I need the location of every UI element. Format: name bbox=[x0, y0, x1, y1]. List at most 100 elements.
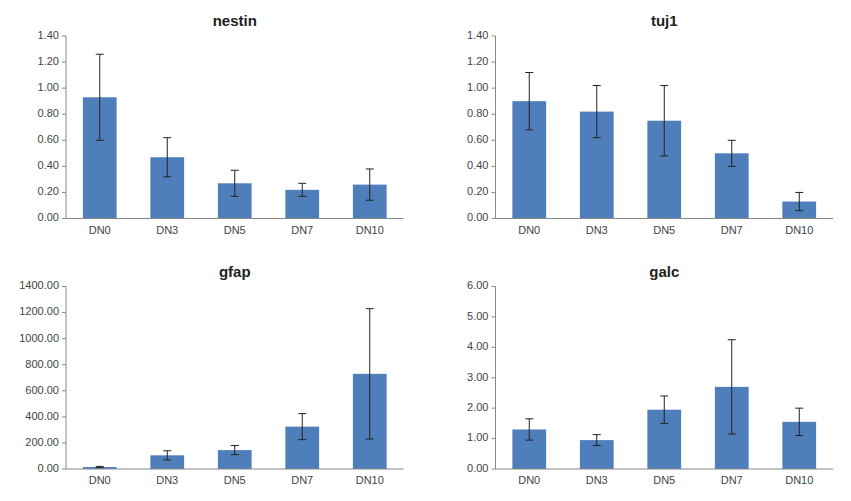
y-tick-label: 0.20 bbox=[38, 185, 59, 197]
error-bar bbox=[96, 54, 104, 140]
x-tick-label: DN3 bbox=[586, 224, 608, 236]
y-tick-label: 0.00 bbox=[38, 462, 59, 474]
y-tick bbox=[62, 364, 66, 365]
chart-title: gfap bbox=[219, 263, 251, 280]
plot-area bbox=[512, 73, 816, 219]
panel: galc0.001.002.003.004.005.006.00DN0DN3DN… bbox=[467, 263, 833, 487]
x-tick-label: DN3 bbox=[156, 474, 178, 486]
error-bar bbox=[231, 446, 239, 455]
y-tick bbox=[62, 416, 66, 417]
y-tick bbox=[492, 438, 496, 439]
y-tick bbox=[62, 140, 66, 141]
y-tick bbox=[62, 218, 66, 219]
x-axis bbox=[496, 218, 834, 219]
x-axis bbox=[496, 469, 834, 470]
y-tick-label: 0.40 bbox=[467, 159, 488, 171]
y-tick bbox=[492, 166, 496, 167]
error-bar bbox=[593, 435, 601, 446]
y-tick-label: 800.00 bbox=[25, 358, 59, 370]
x-tick-label: DN0 bbox=[518, 474, 540, 486]
x-tick-label: DN0 bbox=[89, 474, 111, 486]
x-tick-label: DN10 bbox=[356, 224, 384, 236]
y-tick bbox=[492, 469, 496, 470]
plot-area bbox=[512, 340, 816, 469]
x-tick-label: DN5 bbox=[653, 474, 675, 486]
y-tick-label: 1.40 bbox=[467, 29, 488, 41]
y-tick bbox=[492, 36, 496, 37]
x-tick-label: DN10 bbox=[785, 474, 813, 486]
y-axis bbox=[495, 36, 496, 219]
x-tick-label: DN7 bbox=[721, 474, 743, 486]
y-tick-label: 1000.00 bbox=[19, 332, 59, 344]
error-bar bbox=[366, 309, 374, 439]
y-tick-label: 0.40 bbox=[38, 159, 59, 171]
y-tick-label: 1.00 bbox=[467, 431, 488, 443]
x-tick-label: DN7 bbox=[291, 224, 313, 236]
y-tick-label: 1400.00 bbox=[19, 279, 59, 291]
x-tick-label: DN7 bbox=[291, 474, 313, 486]
x-axis bbox=[66, 218, 404, 219]
y-tick-label: 400.00 bbox=[25, 410, 59, 422]
chart-title: galc bbox=[649, 263, 679, 280]
y-tick bbox=[492, 347, 496, 348]
error-bar bbox=[525, 73, 533, 130]
y-tick-label: 3.00 bbox=[467, 371, 488, 383]
y-tick bbox=[492, 140, 496, 141]
error-bar bbox=[795, 192, 803, 210]
error-bar bbox=[298, 414, 306, 440]
error-bar bbox=[660, 86, 668, 156]
y-tick-label: 600.00 bbox=[25, 384, 59, 396]
y-tick bbox=[492, 114, 496, 115]
y-tick bbox=[492, 62, 496, 63]
y-tick-label: 5.00 bbox=[467, 310, 488, 322]
error-bar bbox=[593, 86, 601, 138]
error-bar bbox=[728, 340, 736, 434]
error-bar bbox=[163, 138, 171, 177]
x-tick-label: DN0 bbox=[518, 224, 540, 236]
y-tick-label: 0.80 bbox=[467, 107, 488, 119]
error-bar bbox=[298, 183, 306, 196]
x-tick-label: DN3 bbox=[156, 224, 178, 236]
y-tick bbox=[62, 88, 66, 89]
chart-title: nestin bbox=[213, 12, 257, 29]
y-tick bbox=[492, 286, 496, 287]
x-tick-label: DN10 bbox=[785, 224, 813, 236]
error-bar bbox=[366, 169, 374, 200]
error-bar bbox=[795, 408, 803, 435]
y-tick bbox=[492, 408, 496, 409]
y-tick bbox=[492, 377, 496, 378]
y-tick-label: 0.20 bbox=[467, 185, 488, 197]
y-tick-label: 1200.00 bbox=[19, 305, 59, 317]
y-tick bbox=[62, 312, 66, 313]
y-tick-label: 1.00 bbox=[38, 81, 59, 93]
y-tick-label: 0.80 bbox=[38, 107, 59, 119]
y-tick bbox=[492, 88, 496, 89]
y-tick bbox=[62, 390, 66, 391]
y-axis bbox=[495, 287, 496, 470]
y-tick-label: 200.00 bbox=[25, 436, 59, 448]
plot-area bbox=[83, 309, 387, 469]
y-tick-label: 1.20 bbox=[38, 55, 59, 67]
y-axis bbox=[66, 287, 67, 470]
x-tick-label: DN5 bbox=[224, 474, 246, 486]
error-bar bbox=[660, 396, 668, 423]
y-tick-label: 0.00 bbox=[467, 462, 488, 474]
panel: nestin0.000.200.400.600.801.001.201.40DN… bbox=[38, 12, 404, 236]
y-tick bbox=[492, 192, 496, 193]
x-tick-label: DN10 bbox=[356, 474, 384, 486]
y-tick-label: 1.40 bbox=[38, 29, 59, 41]
y-tick bbox=[62, 62, 66, 63]
x-tick-label: DN0 bbox=[89, 224, 111, 236]
y-tick bbox=[62, 166, 66, 167]
x-tick-label: DN3 bbox=[586, 474, 608, 486]
x-tick-label: DN7 bbox=[721, 224, 743, 236]
y-tick-label: 6.00 bbox=[467, 279, 488, 291]
y-tick-label: 4.00 bbox=[467, 340, 488, 352]
y-tick bbox=[492, 218, 496, 219]
y-tick bbox=[62, 338, 66, 339]
y-tick bbox=[62, 469, 66, 470]
y-tick-label: 0.00 bbox=[467, 211, 488, 223]
y-tick-label: 0.60 bbox=[38, 133, 59, 145]
y-tick bbox=[62, 286, 66, 287]
y-tick bbox=[62, 442, 66, 443]
